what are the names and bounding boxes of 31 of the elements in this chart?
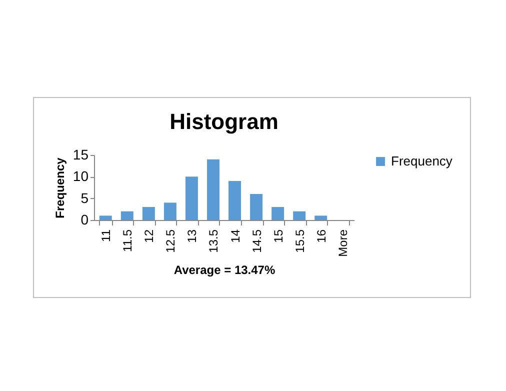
x-tick-label: 13	[185, 229, 200, 243]
bar	[99, 216, 112, 220]
y-tick-label: 5	[80, 190, 89, 206]
bar	[142, 207, 155, 220]
x-tick-label: 13.5	[206, 229, 221, 253]
bar	[272, 207, 284, 220]
x-tick-label: 11.5	[120, 229, 135, 252]
bar	[293, 211, 306, 220]
bar	[120, 211, 134, 220]
x-tick-label: 15.5	[292, 229, 307, 253]
x-tick-label: 12.5	[164, 229, 178, 253]
x-tick-label: 16	[314, 229, 328, 243]
x-tick-label: 14	[228, 229, 242, 243]
x-tick-label: 11	[99, 229, 114, 242]
bar	[185, 176, 198, 220]
y-tick-label: 15	[72, 146, 89, 162]
y-tick-label: 0	[80, 212, 89, 228]
bar	[228, 181, 242, 220]
bar	[314, 216, 328, 220]
bar	[206, 159, 220, 220]
y-axis-title: Frequency	[52, 157, 67, 218]
chart-title: Histogram	[170, 109, 278, 134]
y-tick-label: 10	[72, 168, 89, 184]
x-tick-label: More	[336, 229, 350, 257]
legend-label: Frequency	[391, 154, 453, 168]
x-tick-label: 14.5	[250, 229, 264, 253]
bar	[250, 194, 263, 220]
x-axis-title: Average = 13.47%	[174, 262, 276, 277]
x-tick-label: 12	[142, 229, 156, 243]
bar	[164, 202, 176, 220]
x-tick-label: 15	[271, 229, 286, 243]
